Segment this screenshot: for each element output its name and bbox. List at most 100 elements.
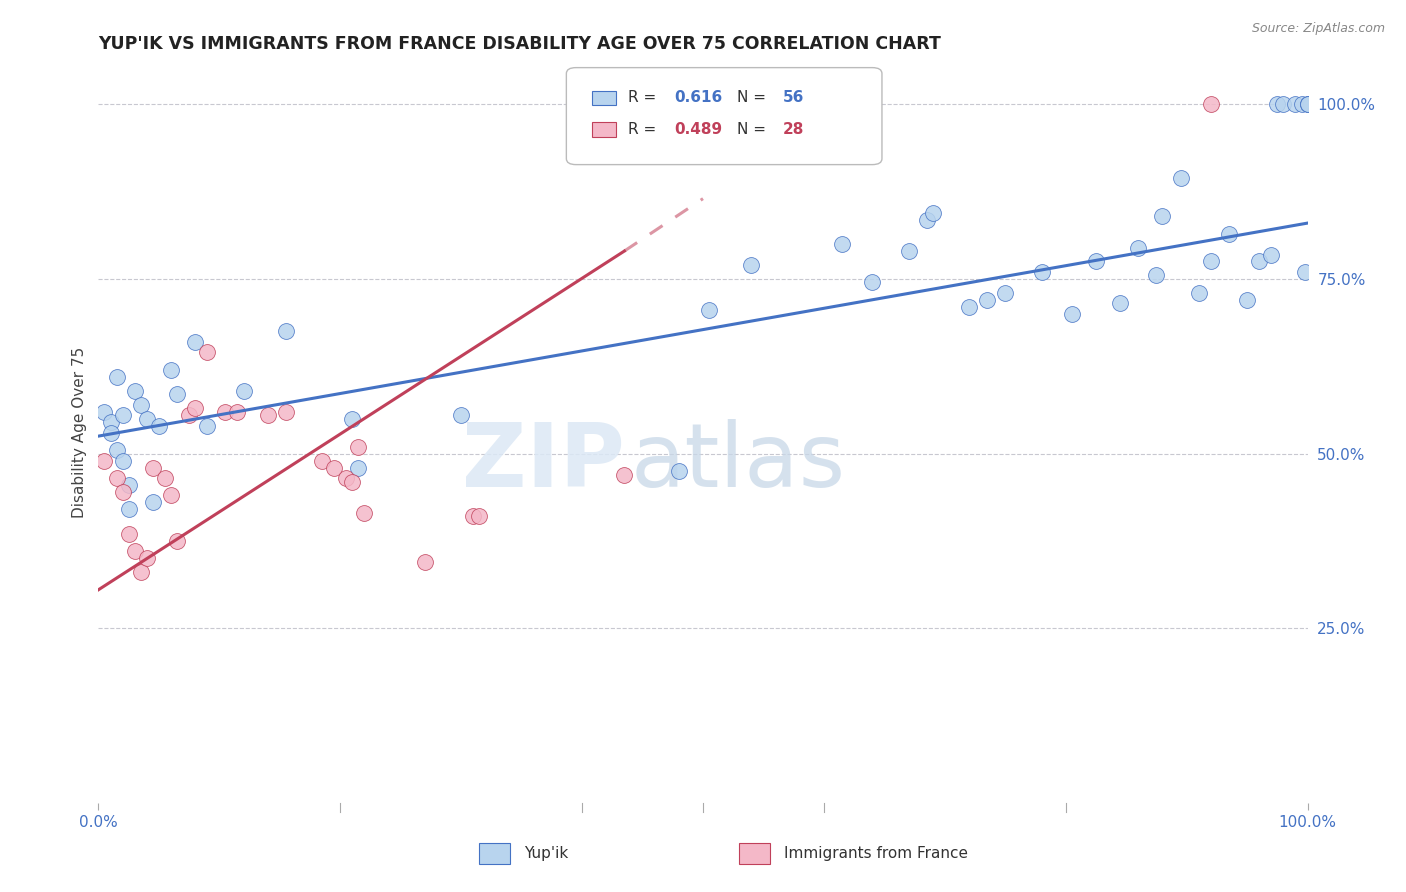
Point — [1152, 209, 1174, 223]
Point — [111, 485, 134, 500]
Point — [413, 555, 436, 569]
Point — [1296, 97, 1319, 112]
Point — [897, 244, 920, 258]
Point — [105, 471, 128, 485]
Point — [921, 205, 943, 219]
Point — [1296, 97, 1319, 112]
Point — [195, 418, 218, 433]
Point — [697, 303, 720, 318]
Text: 56: 56 — [783, 90, 804, 104]
Point — [179, 408, 201, 422]
Text: Yup'ik: Yup'ik — [524, 846, 568, 861]
Point — [166, 533, 188, 548]
Point — [1272, 97, 1295, 112]
FancyBboxPatch shape — [740, 843, 769, 863]
Point — [100, 425, 122, 440]
Text: atlas: atlas — [630, 418, 845, 506]
Point — [1267, 97, 1289, 112]
Point — [118, 527, 141, 541]
Point — [347, 440, 370, 454]
FancyBboxPatch shape — [479, 843, 509, 863]
Point — [335, 471, 357, 485]
Point — [195, 345, 218, 359]
Text: ZIP: ZIP — [461, 418, 624, 506]
Point — [1060, 307, 1083, 321]
Point — [915, 212, 938, 227]
Point — [994, 285, 1017, 300]
Point — [1284, 97, 1306, 112]
Point — [1085, 254, 1108, 268]
Point — [1170, 170, 1192, 185]
Point — [1296, 97, 1319, 112]
Point — [105, 443, 128, 458]
Point — [1199, 97, 1222, 112]
Point — [1128, 240, 1150, 255]
Point — [1188, 285, 1211, 300]
Point — [957, 300, 980, 314]
Point — [831, 237, 853, 252]
Point — [105, 369, 128, 384]
Point — [1260, 247, 1282, 261]
Point — [274, 324, 297, 338]
Text: 0.616: 0.616 — [673, 90, 723, 104]
Point — [323, 460, 346, 475]
Point — [613, 467, 636, 482]
Text: 0.489: 0.489 — [673, 121, 723, 136]
Point — [129, 566, 152, 580]
FancyBboxPatch shape — [592, 91, 616, 105]
Point — [111, 408, 134, 422]
Point — [1146, 268, 1168, 283]
Text: R =: R = — [628, 90, 661, 104]
Point — [1236, 293, 1258, 307]
Point — [129, 398, 152, 412]
Point — [226, 405, 249, 419]
Point — [135, 411, 157, 425]
Point — [118, 478, 141, 492]
Text: Immigrants from France: Immigrants from France — [785, 846, 967, 861]
Point — [214, 405, 236, 419]
Text: N =: N = — [737, 121, 770, 136]
Point — [976, 293, 998, 307]
Point — [111, 453, 134, 467]
Point — [1218, 227, 1240, 241]
Point — [100, 415, 122, 429]
Point — [142, 460, 165, 475]
Point — [1031, 265, 1053, 279]
Y-axis label: Disability Age Over 75: Disability Age Over 75 — [72, 347, 87, 518]
Point — [153, 471, 176, 485]
Point — [353, 506, 375, 520]
Point — [1199, 254, 1222, 268]
Point — [148, 418, 170, 433]
Point — [1294, 265, 1316, 279]
Point — [860, 276, 883, 290]
Point — [124, 384, 146, 398]
Text: Source: ZipAtlas.com: Source: ZipAtlas.com — [1251, 22, 1385, 36]
Text: 28: 28 — [783, 121, 804, 136]
Text: R =: R = — [628, 121, 661, 136]
Point — [93, 453, 115, 467]
Point — [160, 488, 183, 502]
Point — [166, 387, 188, 401]
Point — [160, 363, 183, 377]
Point — [124, 544, 146, 558]
Point — [463, 509, 485, 524]
Point — [274, 405, 297, 419]
Point — [118, 502, 141, 516]
Point — [142, 495, 165, 509]
Point — [1291, 97, 1313, 112]
Point — [342, 475, 364, 489]
FancyBboxPatch shape — [592, 122, 616, 137]
Text: N =: N = — [737, 90, 770, 104]
Point — [468, 509, 491, 524]
Point — [1249, 254, 1271, 268]
Point — [347, 460, 370, 475]
Point — [740, 258, 762, 272]
Point — [93, 405, 115, 419]
Point — [450, 408, 472, 422]
Point — [232, 384, 254, 398]
Point — [184, 401, 207, 416]
Point — [1109, 296, 1132, 310]
Point — [256, 408, 278, 422]
Point — [668, 464, 690, 478]
Text: YUP'IK VS IMMIGRANTS FROM FRANCE DISABILITY AGE OVER 75 CORRELATION CHART: YUP'IK VS IMMIGRANTS FROM FRANCE DISABIL… — [98, 35, 941, 53]
